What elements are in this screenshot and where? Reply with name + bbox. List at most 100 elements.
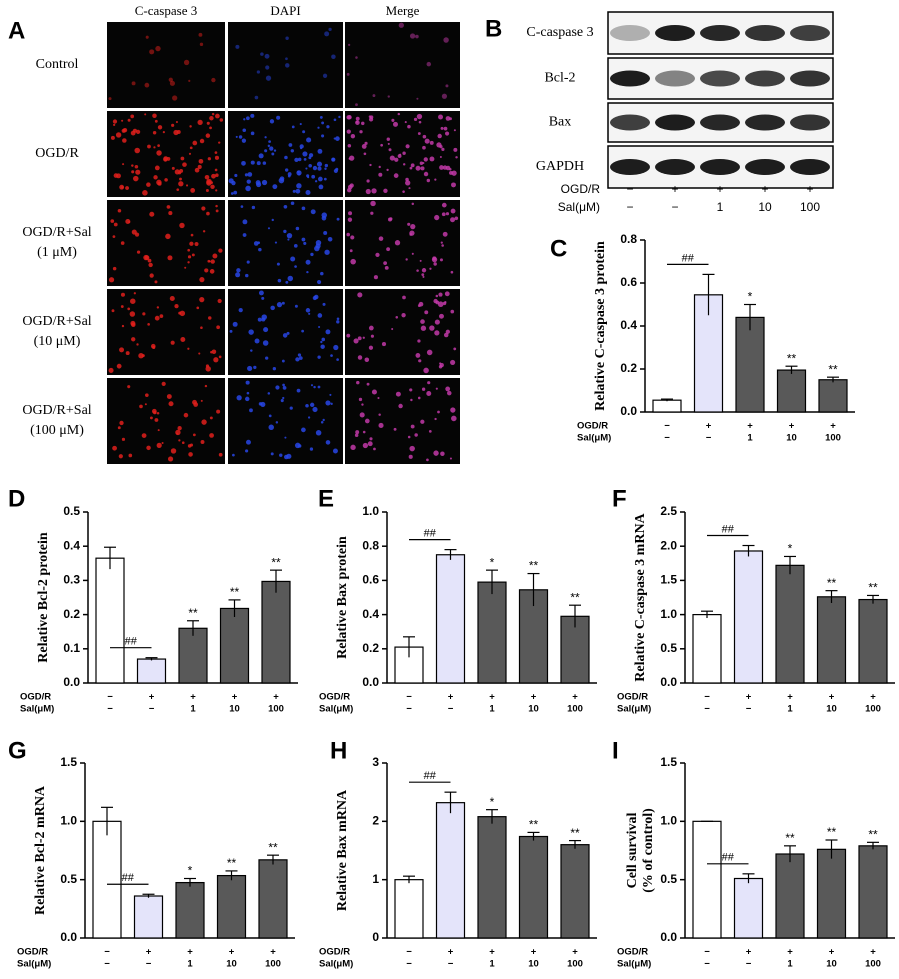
x-tick-label: + xyxy=(232,692,238,703)
x-tick-label: + xyxy=(572,947,578,958)
x-tick-label: 100 xyxy=(825,433,841,444)
cell-dot xyxy=(108,97,112,101)
cell-dot xyxy=(242,219,248,225)
cell-dot xyxy=(235,44,240,49)
bar xyxy=(178,627,208,684)
bar xyxy=(560,844,590,939)
cell-dot xyxy=(289,406,293,410)
cell-dot xyxy=(257,241,261,245)
bar xyxy=(435,802,466,939)
cell-dot xyxy=(308,312,311,315)
cell-dot xyxy=(246,391,250,395)
cell-dot xyxy=(245,273,249,278)
blot-band xyxy=(745,25,785,41)
cell-dot xyxy=(450,309,455,314)
cell-dot xyxy=(174,303,179,309)
cell-dot xyxy=(284,168,289,172)
cell-dot xyxy=(455,156,458,159)
x-tick-label: + xyxy=(706,421,712,432)
cell-dot xyxy=(454,216,459,221)
cell-dot xyxy=(451,415,457,422)
cell-dot xyxy=(122,163,125,166)
cell-dot xyxy=(449,168,452,171)
cell-dot xyxy=(202,230,206,233)
x-tick-label: − xyxy=(704,959,710,970)
cell-dot xyxy=(439,156,442,159)
cell-dot xyxy=(199,277,205,283)
cell-dot xyxy=(136,343,139,346)
x-tick-label: − xyxy=(406,692,412,703)
cell-dot xyxy=(324,249,330,255)
cell-dot xyxy=(408,454,413,459)
cell-dot xyxy=(386,168,389,172)
cell-dot xyxy=(134,147,141,154)
cell-dot xyxy=(168,211,173,216)
panel-letter: I xyxy=(612,737,619,764)
cell-dot xyxy=(423,157,428,162)
cell-dot xyxy=(434,178,437,181)
cell-dot xyxy=(302,130,306,134)
cell-dot xyxy=(258,247,262,252)
y-axis-label: (% of control) xyxy=(641,808,656,893)
cell-dot xyxy=(417,132,421,136)
y-tick-label: 0.3 xyxy=(63,573,80,587)
cell-dot xyxy=(420,325,427,331)
cell-dot xyxy=(383,188,388,194)
cell-dot xyxy=(147,258,152,263)
panel-letter: D xyxy=(8,485,25,512)
row-name: OGD/R xyxy=(617,947,648,958)
y-tick-label: 0.2 xyxy=(620,361,637,375)
blot-band xyxy=(655,70,695,87)
x-tick-label: − xyxy=(448,704,454,715)
cell-dot xyxy=(322,302,326,306)
cell-dot xyxy=(253,365,257,370)
cell-dot xyxy=(440,451,445,456)
cell-dot xyxy=(424,138,430,144)
cell-dot xyxy=(206,121,210,125)
cell-dot xyxy=(306,137,312,143)
cell-dot xyxy=(336,317,340,321)
cell-dot xyxy=(139,404,143,409)
cell-dot xyxy=(131,337,136,342)
cell-dot xyxy=(294,265,297,268)
cell-dot xyxy=(179,177,182,181)
cell-dot xyxy=(216,409,221,414)
x-tick-label: + xyxy=(746,947,752,958)
cell-dot xyxy=(329,393,332,396)
cell-dot xyxy=(166,205,171,209)
significance-label: ** xyxy=(570,826,580,840)
cell-dot xyxy=(153,146,156,149)
row-name: Sal(μM) xyxy=(319,959,353,970)
cell-dot xyxy=(286,331,290,335)
row-name: Sal(μM) xyxy=(577,433,611,444)
cell-dot xyxy=(410,163,415,168)
bar xyxy=(733,550,764,684)
cell-dot xyxy=(389,217,393,221)
cell-dot xyxy=(198,158,204,164)
cell-dot xyxy=(333,118,337,122)
cell-dot xyxy=(435,387,438,390)
cell-dot xyxy=(218,452,223,457)
cell-dot xyxy=(219,118,224,122)
cell-dot xyxy=(276,262,280,266)
cell-dot xyxy=(392,121,398,127)
cell-dot xyxy=(331,157,336,162)
cell-dot xyxy=(112,235,116,238)
x-tick-label: + xyxy=(531,947,537,958)
cell-dot xyxy=(218,248,223,253)
cell-dot xyxy=(210,184,215,190)
row-name: OGD/R xyxy=(617,692,648,703)
cell-dot xyxy=(127,307,131,311)
cell-dot xyxy=(287,238,290,241)
significance-label: ** xyxy=(230,585,240,599)
cell-dot xyxy=(441,202,447,208)
x-tick-label: 10 xyxy=(528,704,539,715)
row-label: OGD/R+Sal xyxy=(22,225,91,240)
cell-dot xyxy=(335,167,339,171)
micrograph xyxy=(107,22,225,108)
cell-dot xyxy=(441,212,446,217)
row-name: Sal(μM) xyxy=(617,704,651,715)
cell-dot xyxy=(283,454,289,460)
cell-dot xyxy=(355,116,360,121)
cell-dot xyxy=(321,337,326,342)
